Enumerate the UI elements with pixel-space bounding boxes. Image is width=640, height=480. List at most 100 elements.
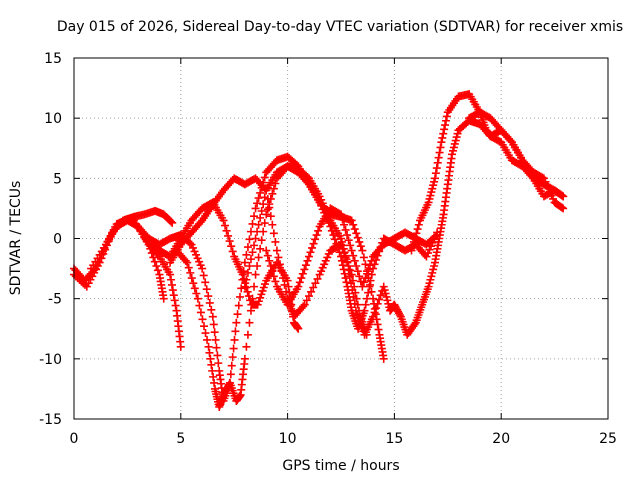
data-point (228, 247, 237, 256)
data-point (294, 324, 303, 333)
data-point (432, 164, 441, 173)
data-point (356, 242, 365, 251)
data-point (344, 265, 353, 274)
data-point (346, 241, 355, 250)
data-point (430, 174, 439, 183)
data-point (183, 258, 192, 267)
data-point (208, 366, 217, 375)
data-point (243, 268, 252, 277)
data-point (266, 194, 275, 203)
data-point (207, 360, 216, 369)
data-point (240, 258, 249, 267)
data-point (248, 219, 257, 228)
data-point (209, 372, 218, 381)
x-tick-label: 10 (279, 431, 297, 447)
data-point (192, 289, 201, 298)
data-point (213, 351, 222, 360)
data-point (349, 292, 358, 301)
data-point (214, 359, 223, 368)
data-point (358, 282, 367, 291)
data-point (269, 184, 278, 193)
data-point (298, 269, 307, 278)
data-point (332, 239, 341, 248)
data-point (345, 272, 354, 281)
data-point (250, 241, 259, 250)
data-point (434, 153, 443, 162)
data-point (311, 235, 320, 244)
data-point (201, 278, 210, 287)
data-point (171, 301, 180, 310)
data-point (374, 325, 383, 334)
data-point (341, 225, 350, 234)
data-point (294, 282, 303, 291)
data-point (245, 235, 254, 244)
data-point (414, 220, 423, 229)
data-point (275, 260, 284, 269)
data-point (227, 242, 236, 251)
data-point (201, 329, 210, 338)
data-point (557, 203, 566, 212)
data-point (359, 253, 368, 262)
data-point (209, 320, 218, 329)
data-point (260, 173, 269, 182)
data-point (167, 217, 176, 226)
data-point (243, 287, 252, 296)
data-point (297, 274, 306, 283)
data-point (329, 231, 338, 240)
data-point (441, 116, 450, 125)
data-point (269, 229, 278, 238)
data-point (222, 226, 231, 235)
data-point (256, 244, 265, 253)
data-point (207, 305, 216, 314)
plot-frame (73, 57, 609, 420)
data-point (375, 295, 384, 304)
data-point (240, 282, 249, 291)
data-point (254, 194, 263, 203)
x-tick-labels: 0 5 10 15 20 25 (70, 431, 617, 447)
series-arc-9 (262, 204, 442, 309)
x-tick-label: 0 (70, 431, 79, 447)
data-point (253, 199, 262, 208)
data-point (440, 125, 449, 134)
data-point (271, 277, 280, 286)
y-tick-labels: -15 -10 -5 0 5 10 15 (39, 51, 62, 428)
data-point (242, 250, 251, 259)
data-point (170, 296, 179, 305)
data-point (259, 200, 268, 209)
data-point (409, 237, 418, 246)
data-point (431, 169, 440, 178)
data-point (193, 294, 202, 303)
data-point (260, 193, 269, 202)
data-point (364, 288, 373, 297)
data-point (303, 256, 312, 265)
data-point (228, 353, 237, 362)
data-point (195, 301, 204, 310)
data-point (242, 283, 251, 292)
data-point (441, 121, 450, 130)
data-point (408, 242, 417, 251)
y-axis-label: SDTVAR / TECUs (8, 181, 24, 296)
data-point (167, 280, 176, 289)
data-point (506, 136, 515, 145)
data-point (240, 354, 249, 363)
data-point (309, 239, 318, 248)
data-point (229, 344, 238, 353)
data-point (243, 330, 252, 339)
data-point (367, 270, 376, 279)
data-point (169, 291, 178, 300)
data-point (199, 271, 208, 280)
y-tick-label: 15 (44, 51, 62, 67)
data-point (159, 294, 168, 303)
data-point (225, 237, 234, 246)
data-point (262, 246, 271, 255)
data-point (559, 204, 568, 213)
data-point (361, 300, 370, 309)
data-point (337, 210, 345, 219)
data-point (350, 299, 359, 308)
data-point (379, 354, 388, 363)
data-point (364, 265, 373, 274)
data-point (245, 318, 254, 327)
data-point (360, 306, 369, 315)
data-point (279, 274, 288, 283)
